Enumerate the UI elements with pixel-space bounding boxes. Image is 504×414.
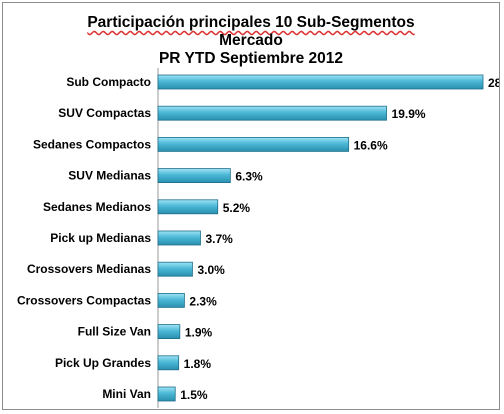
value-label-4: 5.2% [223,201,251,215]
category-label-3: SUV Medianas [68,169,151,183]
value-label-5: 3.7% [205,232,233,246]
bar-8 [157,324,181,340]
bar-5 [157,230,201,246]
bar-10 [157,386,176,402]
value-label-8: 1.9% [185,326,213,340]
value-label-3: 6.3% [235,170,263,184]
bar-chart-plot: Sub Compacto 28.3% SUV Compactas 19.9% Sedan… [17,68,499,408]
category-label-7: Crossovers Compactas [17,293,151,307]
bar-2 [157,136,350,152]
category-label-4: Sedanes Medianos [43,200,151,214]
category-label-9: Pick Up Grandes [55,356,151,370]
chart-title-line-2: Mercado [219,32,283,49]
category-label-6: Crossovers Medianas [27,262,151,276]
bar-6 [157,261,193,277]
bar-3 [157,168,231,184]
bar-7 [157,292,185,308]
category-label-10: Mini Van [102,387,151,401]
value-label-2: 16.6% [354,138,388,152]
value-label-6: 3.0% [197,263,225,277]
bar-1 [157,105,387,121]
category-label-1: SUV Compactas [58,106,151,120]
category-label-0: Sub Compacto [66,75,151,89]
bar-4 [157,199,219,215]
bar-9 [157,355,180,371]
bar-0 [157,74,484,90]
value-label-0: 28.3% [488,76,499,90]
value-label-10: 1.5% [180,388,208,402]
category-label-8: Full Size Van [78,325,151,339]
chart-frame: Participación principales 10 Sub-Segment… [2,2,500,410]
category-label-5: Pick up Medianas [50,231,151,245]
value-label-1: 19.9% [392,107,426,121]
category-label-2: Sedanes Compactos [33,137,151,151]
chart-title-line-1: Participación principales 10 Sub-Segment… [87,14,415,31]
chart-title-line-3: PR YTD Septiembre 2012 [158,50,344,67]
value-label-7: 2.3% [189,294,217,308]
value-label-9: 1.8% [184,357,212,371]
